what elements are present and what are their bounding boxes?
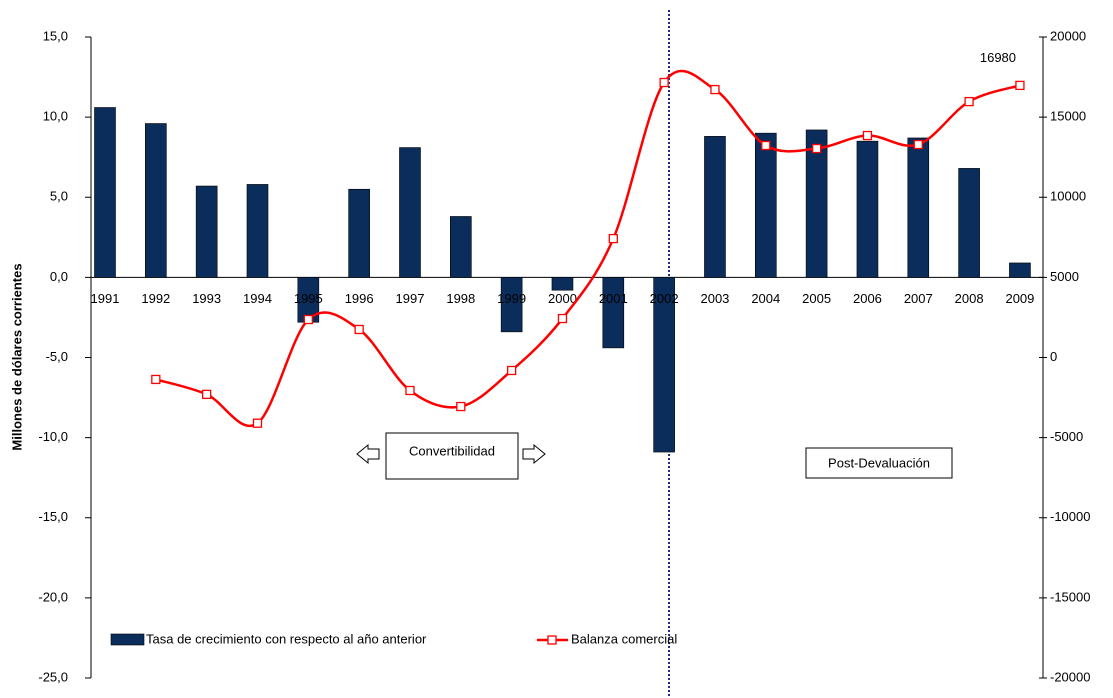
bar bbox=[856, 140, 879, 278]
bar bbox=[602, 277, 625, 349]
legend-label: Tasa de crecimiento con respecto al año … bbox=[146, 631, 427, 646]
x-tick-label: 1991 bbox=[91, 291, 120, 306]
x-tick-label: 1993 bbox=[192, 291, 221, 306]
x-tick-label: 1998 bbox=[446, 291, 475, 306]
line-marker bbox=[405, 385, 415, 396]
line-marker bbox=[862, 130, 873, 141]
line-marker bbox=[354, 324, 364, 335]
y2-tick-label: 20000 bbox=[1050, 28, 1086, 43]
line-marker bbox=[456, 401, 466, 412]
x-tick-label: 2009 bbox=[1005, 291, 1034, 306]
bar bbox=[348, 188, 370, 278]
y-tick-label: -20,0 bbox=[38, 589, 68, 604]
y-tick-label: 0,0 bbox=[50, 269, 68, 284]
y2-tick-label: -20000 bbox=[1050, 669, 1090, 684]
bar bbox=[450, 216, 472, 278]
x-tick-label: 2001 bbox=[599, 291, 628, 306]
x-tick-label: 2008 bbox=[955, 291, 984, 306]
line-marker bbox=[506, 365, 517, 376]
bar bbox=[1009, 262, 1031, 278]
line-marker bbox=[1015, 80, 1025, 91]
y2-tick-label: 15000 bbox=[1050, 109, 1086, 124]
data-label: 16980 bbox=[980, 50, 1016, 65]
bar bbox=[551, 277, 574, 291]
bar bbox=[958, 168, 980, 278]
y2-tick-label: 5000 bbox=[1050, 269, 1079, 284]
y-axis-label: Millones de dólares corrientes bbox=[9, 263, 24, 450]
y-tick-label: -25,0 bbox=[38, 669, 68, 684]
line-marker bbox=[913, 139, 923, 150]
bar bbox=[805, 129, 828, 278]
x-tick-label: 1996 bbox=[345, 291, 374, 306]
x-tick-label: 2000 bbox=[548, 291, 577, 306]
y-tick-label: 15,0 bbox=[43, 28, 68, 43]
bar bbox=[907, 137, 930, 278]
bar bbox=[754, 132, 777, 278]
y-tick-label: -10,0 bbox=[38, 429, 68, 444]
x-tick-label: 1999 bbox=[497, 291, 526, 306]
line-marker bbox=[811, 143, 822, 154]
legend-label: Balanza comercial bbox=[571, 631, 677, 646]
y-tick-label: -15,0 bbox=[38, 509, 68, 524]
annotation: Post-Devaluación bbox=[828, 455, 930, 470]
x-tick-label: 1992 bbox=[141, 291, 170, 306]
line-marker bbox=[151, 374, 161, 385]
legend-swatch bbox=[110, 633, 145, 646]
y2-tick-label: -10000 bbox=[1050, 509, 1090, 524]
x-tick-label: 2005 bbox=[802, 291, 831, 306]
bar bbox=[653, 277, 675, 453]
bar bbox=[500, 277, 523, 333]
annotation: Convertibilidad bbox=[409, 443, 495, 458]
line-marker bbox=[557, 313, 568, 324]
line-marker bbox=[202, 389, 212, 400]
bar bbox=[246, 184, 269, 278]
line-marker bbox=[608, 233, 618, 244]
bar bbox=[704, 136, 726, 278]
annotation-box bbox=[385, 432, 519, 480]
x-tick-label: 1997 bbox=[396, 291, 425, 306]
y-tick-label: 10,0 bbox=[43, 109, 68, 124]
bar bbox=[399, 147, 421, 278]
y2-tick-label: 0 bbox=[1050, 349, 1057, 364]
y2-tick-label: 10000 bbox=[1050, 189, 1086, 204]
x-tick-label: 2004 bbox=[751, 291, 780, 306]
line-marker bbox=[659, 77, 669, 88]
bar bbox=[195, 185, 218, 278]
y-tick-label: -5,0 bbox=[46, 349, 68, 364]
line-marker bbox=[964, 96, 974, 107]
x-tick-label: 1994 bbox=[243, 291, 272, 306]
arrow-right bbox=[522, 443, 546, 465]
line-marker bbox=[761, 140, 771, 151]
bar bbox=[94, 107, 116, 278]
x-tick-label: 2002 bbox=[650, 291, 679, 306]
x-tick-label: 2006 bbox=[853, 291, 882, 306]
x-tick-label: 2003 bbox=[700, 291, 729, 306]
x-tick-label: 2007 bbox=[904, 291, 933, 306]
line bbox=[155, 69, 1021, 427]
y2-tick-label: -15000 bbox=[1050, 589, 1090, 604]
y-tick-label: 5,0 bbox=[50, 189, 68, 204]
line-marker bbox=[710, 84, 720, 95]
x-tick-label: 1995 bbox=[294, 291, 323, 306]
bar bbox=[145, 123, 167, 278]
y2-tick-label: -5000 bbox=[1050, 429, 1083, 444]
line-marker bbox=[303, 314, 313, 325]
arrow-left bbox=[356, 443, 380, 465]
line-marker bbox=[252, 418, 263, 428]
annotation-box bbox=[805, 447, 953, 479]
legend-swatch bbox=[547, 635, 557, 645]
